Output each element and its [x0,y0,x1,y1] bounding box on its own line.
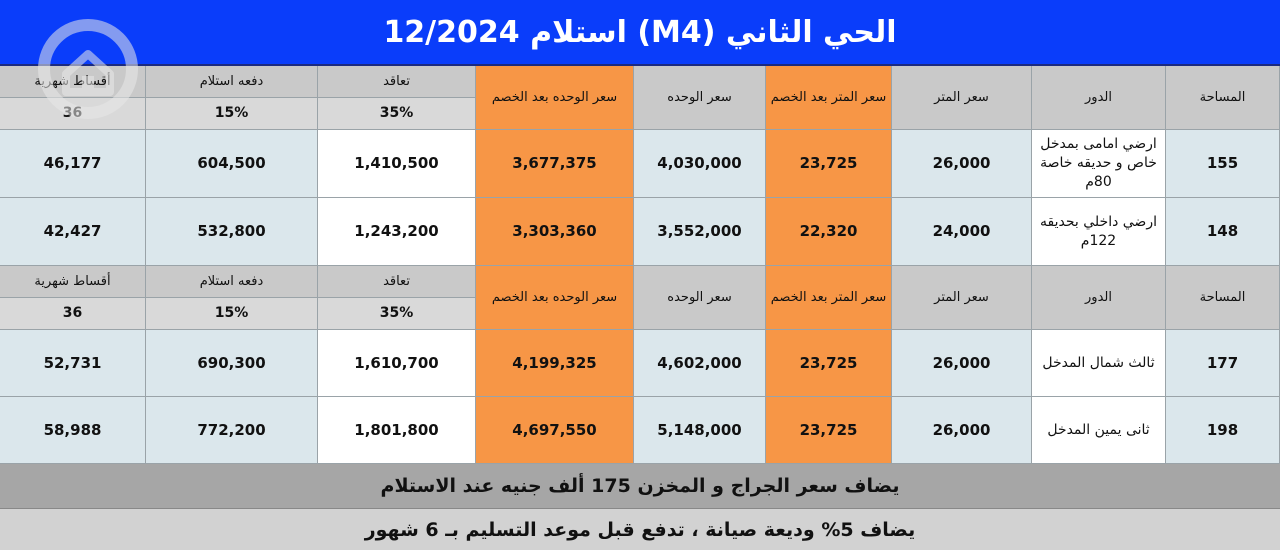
header-meter-price: سعر المتر [892,66,1032,130]
table-row-contract: 1,243,200 [318,198,476,266]
table-row-contract: 1,410,500 [318,130,476,198]
table-row-area: 148 [1166,198,1280,266]
table-row-meter-price: 24,000 [892,198,1032,266]
table-row-delivery-payment: 532,800 [146,198,318,266]
table-row-floor: ارضي داخلي بحديقه 122م [1032,198,1166,266]
table-row-meter-price-discount: 22,320 [766,198,892,266]
pricing-table: المساحة الدور سعر المتر سعر المتر بعد ال… [0,66,1280,464]
table-row-installment: 52,731 [0,330,146,397]
table-row-area: 155 [1166,130,1280,198]
table-row-unit-price: 3,552,000 [634,198,766,266]
term-delivery-payment: 15% [146,298,318,330]
term-contract: 35% [318,298,476,330]
table-row-delivery-payment: 772,200 [146,397,318,464]
table-row-meter-price: 26,000 [892,397,1032,464]
maintenance-note: يضاف 5% وديعة صيانة ، تدفع قبل موعد التس… [0,509,1280,550]
header-installments: أقساط شهرية [0,266,146,298]
table-row-unit-price-discount: 4,199,325 [476,330,634,397]
header-unit-price-discount: سعر الوحده بعد الخصم [476,266,634,330]
table-row-floor: ثانى يمين المدخل [1032,397,1166,464]
page-title: الحي الثاني (M4) استلام 12/2024 [0,0,1280,66]
table-row-unit-price-discount: 4,697,550 [476,397,634,464]
header-contract: تعاقد [318,266,476,298]
table-row-delivery-payment: 690,300 [146,330,318,397]
header-area: المساحة [1166,266,1280,330]
header-floor: الدور [1032,66,1166,130]
table-row-floor: ارضي امامى بمدخل خاص و حديقه خاصة 80م [1032,130,1166,198]
header-installments: أقساط شهرية [0,66,146,98]
header-delivery-payment: دفعه استلام [146,266,318,298]
header-unit-price-discount: سعر الوحده بعد الخصم [476,66,634,130]
garage-note: يضاف سعر الجراج و المخزن 175 ألف جنيه عن… [0,464,1280,509]
table-row-area: 198 [1166,397,1280,464]
term-delivery-payment: 15% [146,98,318,130]
header-area: المساحة [1166,66,1280,130]
term-installments: 36 [0,98,146,130]
term-installments: 36 [0,298,146,330]
table-row-unit-price-discount: 3,303,360 [476,198,634,266]
table-row-meter-price-discount: 23,725 [766,330,892,397]
table-row-installment: 58,988 [0,397,146,464]
header-delivery-payment: دفعه استلام [146,66,318,98]
table-row-meter-price: 26,000 [892,130,1032,198]
header-floor: الدور [1032,266,1166,330]
header-unit-price: سعر الوحده [634,66,766,130]
header-contract: تعاقد [318,66,476,98]
table-row-unit-price-discount: 3,677,375 [476,130,634,198]
header-meter-price-discount: سعر المتر بعد الخصم [766,66,892,130]
table-row-meter-price-discount: 23,725 [766,130,892,198]
term-contract: 35% [318,98,476,130]
table-row-installment: 42,427 [0,198,146,266]
table-row-unit-price: 5,148,000 [634,397,766,464]
table-row-unit-price: 4,030,000 [634,130,766,198]
table-row-delivery-payment: 604,500 [146,130,318,198]
table-row-unit-price: 4,602,000 [634,330,766,397]
table-row-contract: 1,801,800 [318,397,476,464]
table-row-meter-price-discount: 23,725 [766,397,892,464]
table-row-meter-price: 26,000 [892,330,1032,397]
header-unit-price: سعر الوحده [634,266,766,330]
table-row-area: 177 [1166,330,1280,397]
table-row-installment: 46,177 [0,130,146,198]
table-row-floor: ثالث شمال المدخل [1032,330,1166,397]
table-row-contract: 1,610,700 [318,330,476,397]
header-meter-price: سعر المتر [892,266,1032,330]
header-meter-price-discount: سعر المتر بعد الخصم [766,266,892,330]
